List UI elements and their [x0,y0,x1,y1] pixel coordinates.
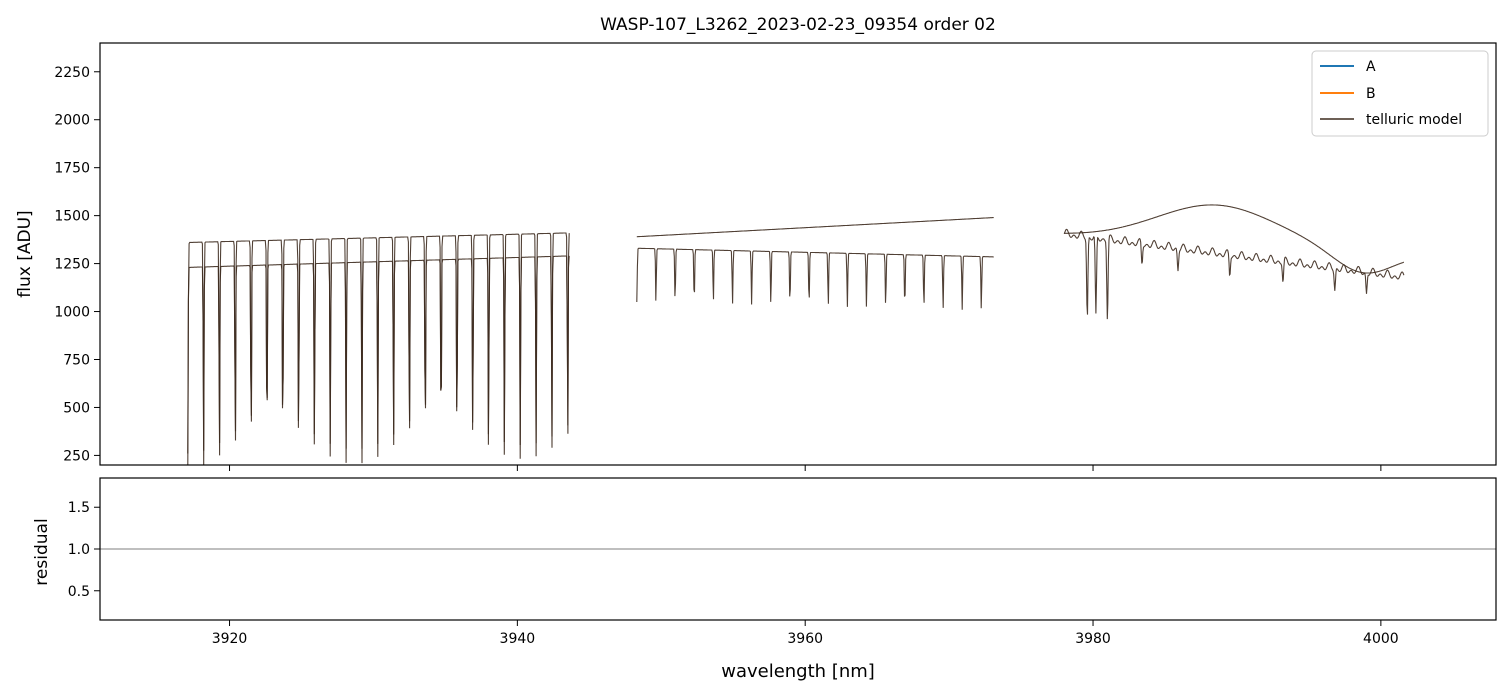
residual-x-axis-label: wavelength [nm] [721,661,875,682]
legend-box [1311,50,1489,137]
residual-plot-area [100,548,1496,550]
residual-y-tick-label: 0.5 [68,584,90,600]
legend-label-a: A [1366,59,1376,75]
flux-y-tick-label: 1750 [54,161,90,177]
legend-label-telluric: telluric model [1366,112,1462,128]
flux-axes-frame [99,42,1497,466]
flux-y-tick-label: 500 [63,400,90,416]
residual-x-tick-label: 3960 [787,631,823,647]
flux-y-tick-label: 2250 [54,65,90,81]
flux-plot-area [187,204,1405,465]
residual-y-axis-label: residual [32,518,52,585]
residual-x-tick-label: 3940 [500,631,536,647]
residual-x-tick-label: 3920 [212,631,248,647]
flux-y-tick-label: 250 [63,448,90,464]
flux-y-axis-label: flux [ADU] [15,210,35,297]
residual-x-tick-label: 3980 [1075,631,1111,647]
residual-y-tick-label: 1.5 [68,500,90,516]
telluric-model-upper-3 [1064,204,1405,274]
flux-x-ticks [229,465,1382,471]
legend-label-b: B [1366,86,1376,102]
chart-title: WASP-107_L3262_2023-02-23_09354 order 02 [600,15,996,35]
flux-y-tick-label: 1500 [54,209,90,225]
telluric-model-lower-2 [636,247,994,310]
residual-panel: 0.51.01.5 3920 3940 3960 3980 4000 residual … [32,477,1497,682]
residual-x-ticks: 3920 3940 3960 3980 4000 [212,620,1399,647]
telluric-model-upper-2 [636,217,994,238]
legend: A B telluric model [1311,50,1489,137]
residual-y-ticks: 0.5 1.0 1.5 [68,500,100,600]
telluric-model-lower-3 [1063,228,1405,320]
residual-y-tick-label: 1.0 [68,542,90,558]
flux-y-tick-label: 1250 [54,257,90,273]
flux-panel: 250 500 750 1000 1250 1500 1750 2000 2250 flux [… [15,42,1497,471]
telluric-model-lower-1 [187,255,570,465]
flux-y-tick-label: 2000 [54,113,90,129]
flux-y-ticks: 250 500 750 1000 1250 1500 1750 2000 2250 [54,65,100,464]
flux-y-tick-label: 1000 [54,305,90,321]
residual-x-tick-label: 4000 [1363,631,1399,647]
flux-y-tick-label: 750 [63,353,90,369]
